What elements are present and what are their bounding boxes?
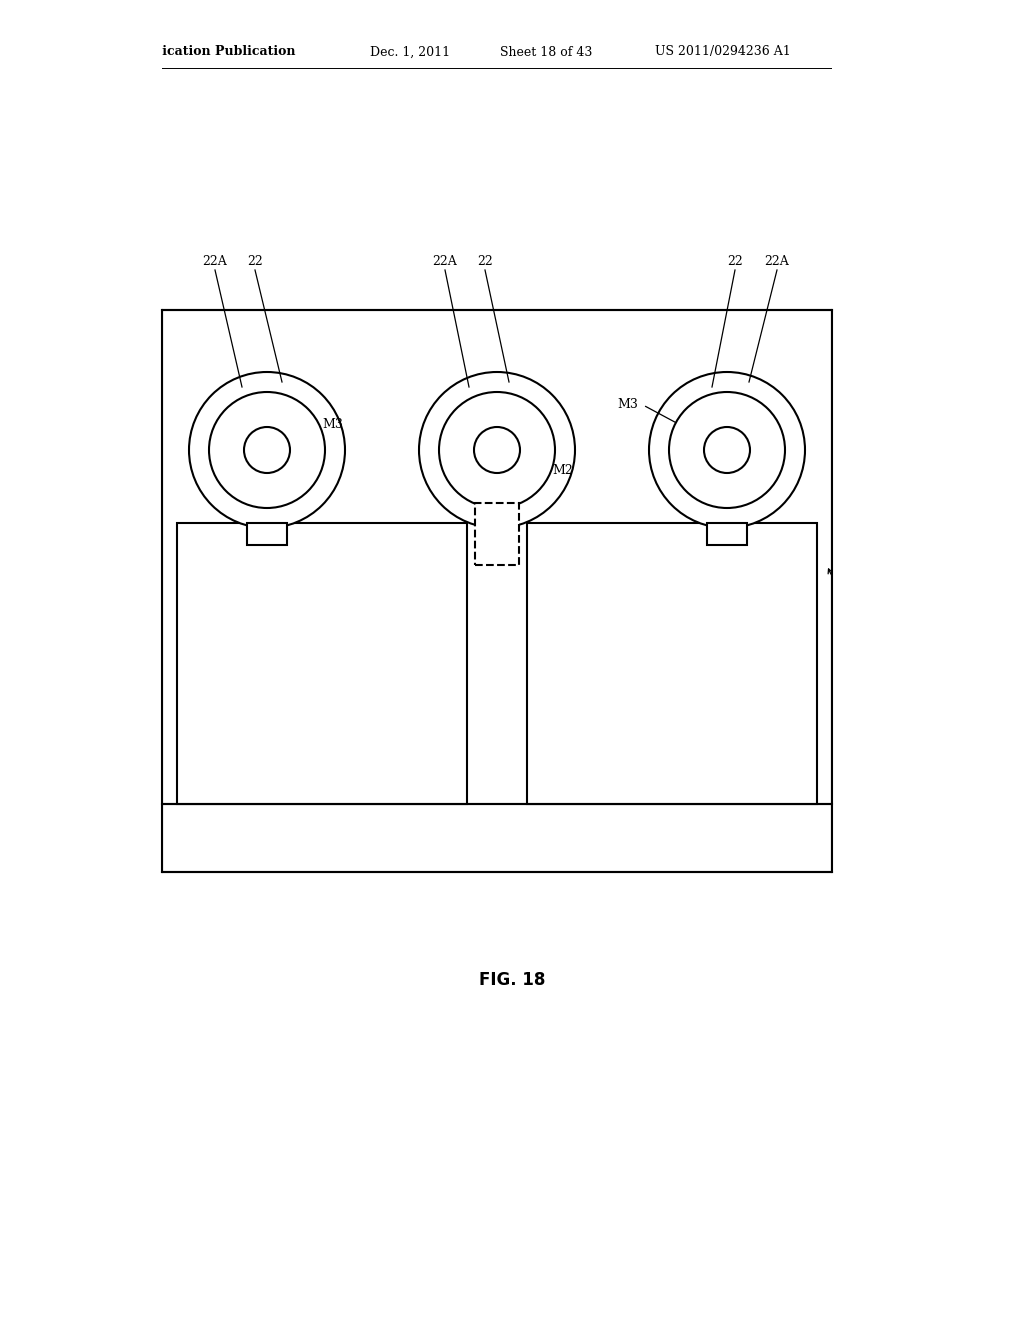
Text: M3: M3 xyxy=(617,399,638,412)
Text: 23: 23 xyxy=(872,822,888,836)
Text: FIG. 18: FIG. 18 xyxy=(479,972,545,989)
Bar xyxy=(177,523,467,804)
Circle shape xyxy=(244,426,290,473)
Text: Sheet 18 of 43: Sheet 18 of 43 xyxy=(500,45,592,58)
Circle shape xyxy=(439,392,555,508)
Circle shape xyxy=(649,372,805,528)
Circle shape xyxy=(705,426,750,473)
Text: M3: M3 xyxy=(322,418,343,432)
Bar xyxy=(0,0,162,1320)
Text: 22A: 22A xyxy=(432,255,458,268)
Text: 22: 22 xyxy=(247,255,263,268)
Circle shape xyxy=(474,426,520,473)
Bar xyxy=(247,523,287,545)
Text: L: L xyxy=(86,582,97,599)
Text: 22A: 22A xyxy=(765,255,790,268)
Text: 22A: 22A xyxy=(203,255,227,268)
Circle shape xyxy=(419,372,575,528)
Bar xyxy=(475,503,519,565)
Circle shape xyxy=(209,392,325,508)
Bar xyxy=(527,523,817,804)
Bar xyxy=(162,310,831,873)
Circle shape xyxy=(189,372,345,528)
Text: Patent Application Publication: Patent Application Publication xyxy=(80,45,296,58)
Text: 22: 22 xyxy=(477,255,493,268)
Circle shape xyxy=(669,392,785,508)
Bar xyxy=(831,0,1024,1320)
Text: Dec. 1, 2011: Dec. 1, 2011 xyxy=(370,45,451,58)
Text: M2: M2 xyxy=(552,463,572,477)
Bar xyxy=(707,523,746,545)
Text: US 2011/0294236 A1: US 2011/0294236 A1 xyxy=(655,45,791,58)
Text: 21: 21 xyxy=(872,594,888,606)
Text: 22: 22 xyxy=(727,255,742,268)
